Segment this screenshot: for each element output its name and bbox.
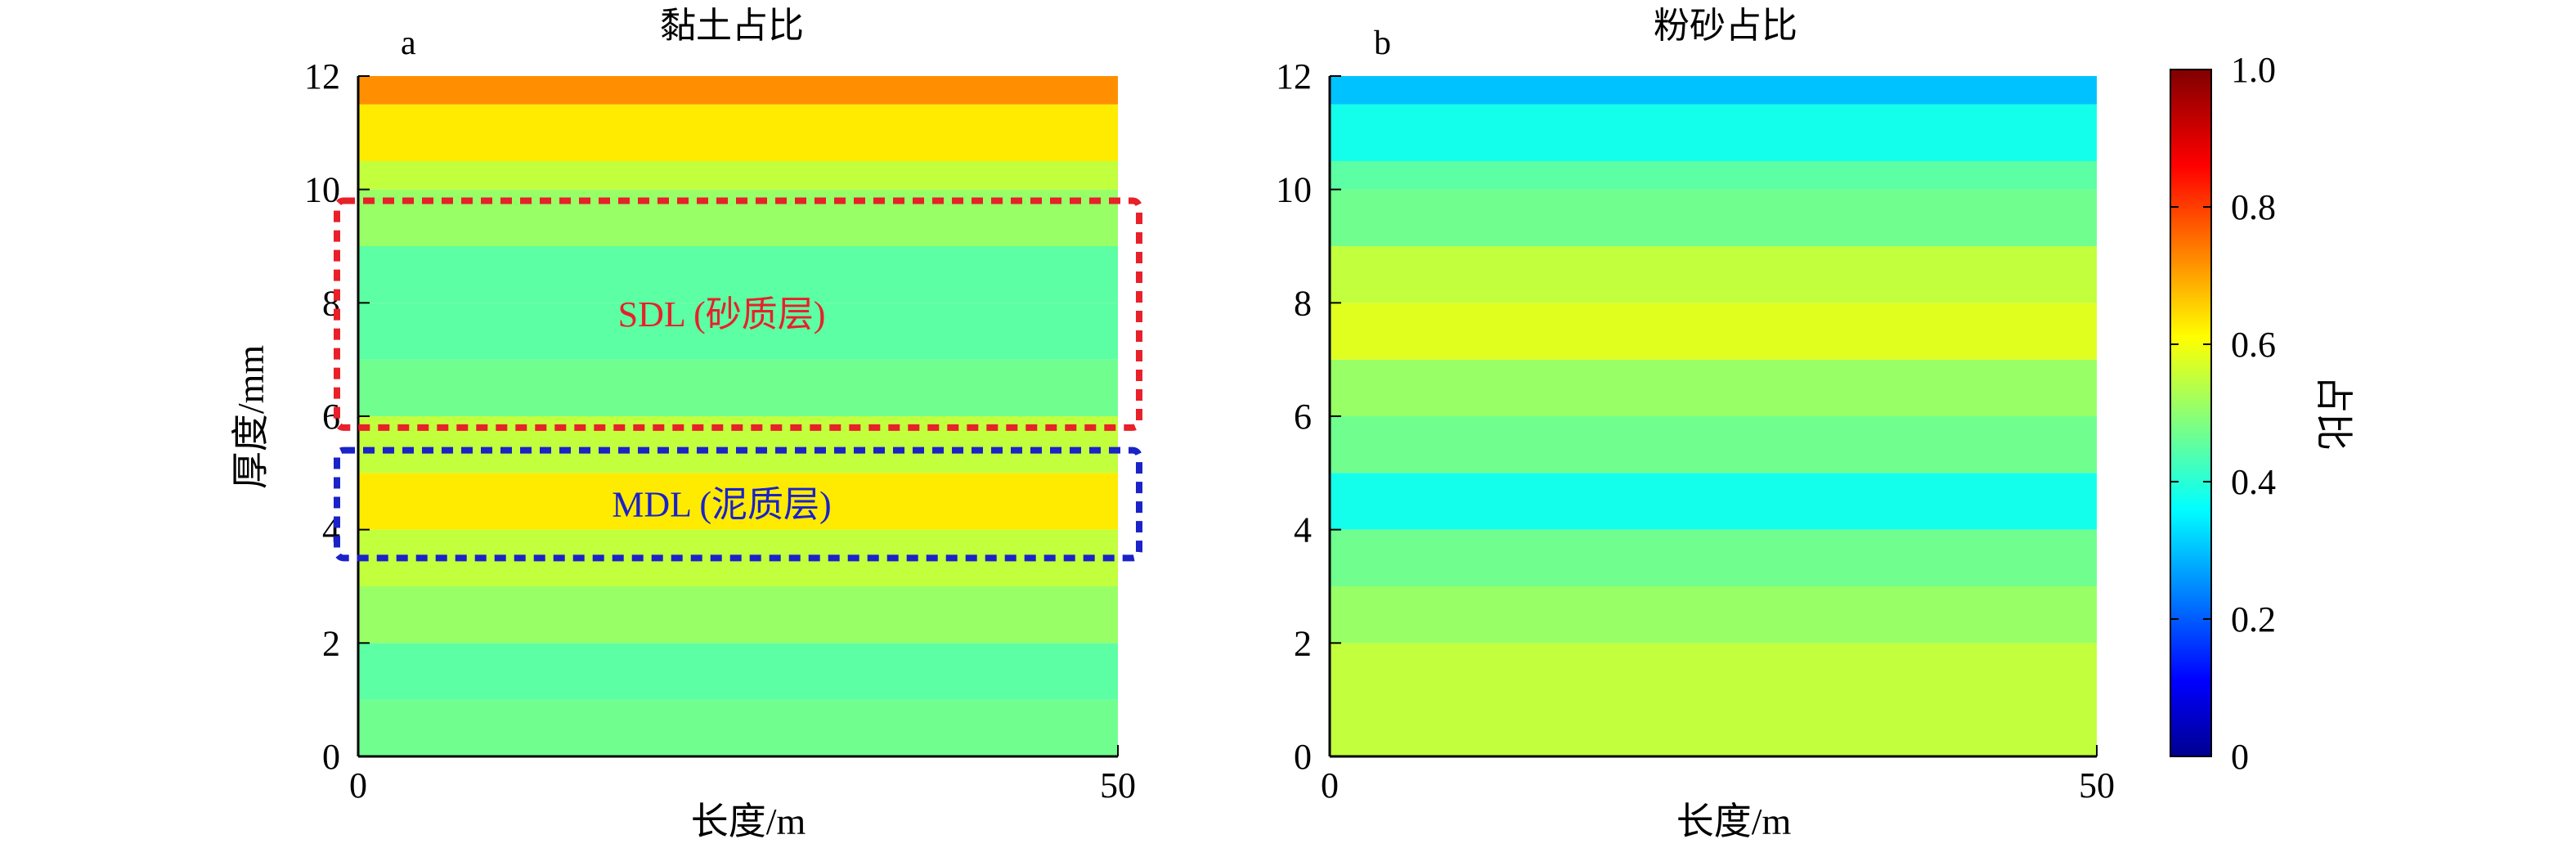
panel-b-ytick-label-4: 8 [1294,283,1312,323]
panel-b-layer-2 [1330,529,2097,586]
panel-b-layer-0 [1330,643,2097,756]
colorbar-tick-label-5: 1.0 [2231,50,2276,90]
colorbar: 0 0.2 0.4 0.6 0.8 1.0 占比 [2170,50,2354,777]
panel-a-layer-0 [358,699,1118,756]
panel-b-layer-10 [1330,104,2097,161]
panel-b-ytick-label-0: 0 [1294,737,1312,777]
colorbar-tick-label-2: 0.4 [2231,462,2276,502]
panel-b-xtick-label-1: 50 [2079,765,2115,805]
panel-a-ytick-label-3: 6 [322,397,340,437]
panel-b-layer-9 [1330,161,2097,190]
colorbar-tick-label-0: 0 [2231,737,2249,777]
panel-a-layer-10 [358,161,1118,190]
panel-b-ytick-label-2: 4 [1294,510,1312,550]
panel-b-layer-5 [1330,359,2097,416]
panel-b-ytick-label-1: 2 [1294,623,1312,663]
panel-b-ticks: 0 2 4 6 8 10 12 0 50 [1276,56,2115,805]
panel-a-layer-8 [358,246,1118,303]
panel-a-layer-7 [358,303,1118,360]
colorbar-tick-label-4: 0.8 [2231,187,2276,227]
panel-a-ytick-label-0: 0 [322,737,340,777]
panel-a-letter: a [401,25,416,62]
panel-a-annotation-box-0 [334,197,1142,431]
panel-a-ytick-label-5: 10 [304,170,340,210]
panel-a-ytick-label-6: 12 [304,56,340,96]
panel-a-layer-4 [358,473,1118,530]
panel-a-xtick-label-1: 50 [1100,765,1136,805]
panel-b-xtick-label-0: 0 [1321,765,1339,805]
panel-b-layer-4 [1330,416,2097,473]
panel-a-annotations: SDL (砂质层) MDL (泥质层) [334,197,1142,562]
panel-b-layer-8 [1330,189,2097,246]
colorbar-gradient [2170,69,2212,757]
panel-b-layer-6 [1330,303,2097,360]
panel-b-layer-3 [1330,473,2097,530]
colorbar-label: 占比 [2313,375,2354,451]
panel-b-xlabel: 长度/m [1676,801,1792,842]
panel-b-layer-1 [1330,586,2097,644]
panel-a-ylabel: 厚度/mm [230,345,272,490]
panel-a-ytick-label-1: 2 [322,623,340,663]
panel-a-annotation-label-0: SDL (砂质层) [618,294,826,334]
panel-b-ytick-label-5: 10 [1276,170,1312,210]
panel-a-layers [358,76,1118,756]
colorbar-tick-label-1: 0.2 [2231,599,2276,639]
panel-b-layers [1330,76,2097,756]
panel-b-layer-11 [1330,76,2097,105]
panel-a-title: 黏土占比 [660,6,804,46]
panel-b-ytick-label-3: 6 [1294,397,1312,437]
panel-b-letter: b [1374,25,1391,62]
panel-a-annotation-label-1: MDL (泥质层) [612,484,831,524]
panel-a-xlabel: 长度/m [691,801,806,842]
panel-b-ytick-label-6: 12 [1276,56,1312,96]
panel-a-layer-2 [358,586,1118,644]
panel-a-layer-1 [358,643,1118,700]
panel-b-layer-7 [1330,246,2097,303]
colorbar-ticks: 0 0.2 0.4 0.6 0.8 1.0 [2170,50,2276,777]
panel-a-layer-11 [358,104,1118,161]
panel-a-annotation-box-1 [334,446,1142,562]
panel-a-layer-12 [358,76,1118,105]
colorbar-tick-label-3: 0.6 [2231,325,2276,365]
panel-a-xtick-label-0: 0 [349,765,367,805]
panel-b-chart: 0 2 4 6 8 10 12 0 50 b 粉砂占比 长度/m [1276,6,2115,842]
panel-b-title: 粉砂占比 [1654,6,1797,46]
panel-a-layer-6 [358,359,1118,416]
